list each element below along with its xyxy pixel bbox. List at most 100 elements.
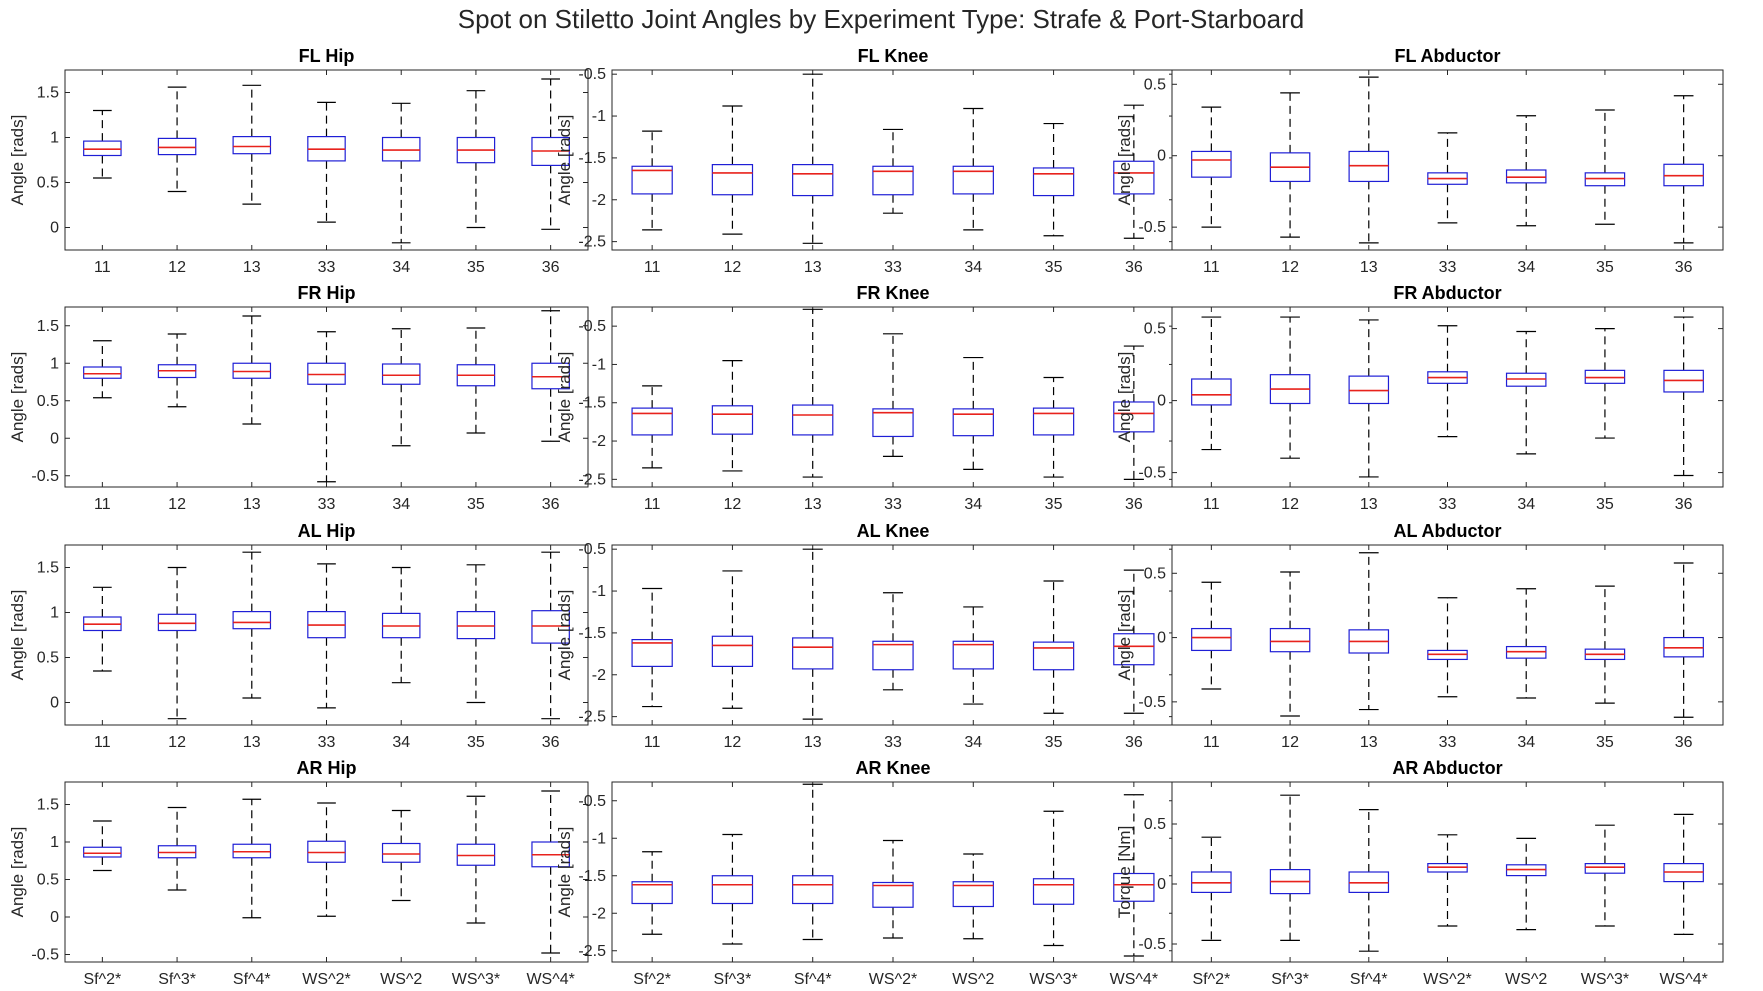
box-Sf^3* xyxy=(1269,794,1311,942)
iqr-box xyxy=(1113,872,1155,902)
y-tick-label: 1.5 xyxy=(37,797,59,814)
box-35 xyxy=(456,90,496,229)
x-tick-label: WS^3* xyxy=(1581,971,1629,988)
x-tick-label: 11 xyxy=(94,259,111,276)
x-tick-label: 36 xyxy=(542,259,560,276)
x-tick-label: 33 xyxy=(1439,734,1457,751)
subplot-title: FR Abductor xyxy=(1393,283,1501,303)
box-12 xyxy=(711,360,754,472)
x-tick-label: 36 xyxy=(1675,734,1693,751)
iqr-box xyxy=(1269,627,1311,653)
x-tick-label: 36 xyxy=(1125,496,1143,513)
x-tick-label: 33 xyxy=(318,734,336,751)
iqr-box xyxy=(157,613,197,632)
box-WS^4* xyxy=(1113,794,1155,957)
subplot-title: AL Hip xyxy=(298,521,356,541)
box-33 xyxy=(307,101,346,223)
subplot-fr-abductor: FR Abductor Angle [rads] -0.5 0 0.5 11 12 13 33 3… xyxy=(1115,283,1724,513)
y-tick-label: -0.5 xyxy=(578,793,606,810)
iqr-box xyxy=(1191,627,1232,652)
x-tick-label: WS^2 xyxy=(380,971,422,988)
y-tick-label: -1 xyxy=(592,356,606,373)
box-12 xyxy=(1269,316,1311,459)
box-35 xyxy=(1584,328,1626,439)
box-12 xyxy=(157,86,197,193)
iqr-box xyxy=(1032,167,1075,197)
y-tick-label: 0.5 xyxy=(1144,321,1166,338)
iqr-box xyxy=(381,136,421,162)
iqr-box xyxy=(1191,150,1232,178)
iqr-box xyxy=(456,610,496,640)
x-tick-label: 34 xyxy=(964,734,982,751)
x-tick-label: 13 xyxy=(1360,496,1378,513)
iqr-box xyxy=(1032,878,1075,905)
x-tick-label: 13 xyxy=(243,496,261,513)
subplot-title: AR Abductor xyxy=(1392,758,1502,778)
x-tick-label: Sf^2* xyxy=(1192,971,1230,988)
subplot-ar-hip: AR Hip Angle [rads] -0.5 0 0.5 1 1.5 Sf^2* Sf^3*… xyxy=(8,758,589,988)
x-tick-label: 35 xyxy=(1045,734,1063,751)
box-36 xyxy=(1663,562,1704,718)
box-33 xyxy=(1427,597,1468,698)
iqr-box xyxy=(711,164,754,196)
box-Sf^2* xyxy=(1191,836,1232,942)
box-33 xyxy=(872,592,914,691)
iqr-box xyxy=(1032,407,1075,436)
x-tick-label: 34 xyxy=(1517,259,1535,276)
box-13 xyxy=(1348,319,1390,478)
y-tick-label: -1.5 xyxy=(578,625,606,642)
subplot-title: AL Abductor xyxy=(1394,521,1502,541)
box-WS^4* xyxy=(1663,813,1704,936)
x-tick-label: WS^4* xyxy=(1110,971,1158,988)
box-34 xyxy=(952,107,994,231)
subplot-fl-knee: FL Knee Angle [rads] -2.5 -2 -1.5 -1 -0.5 11 12 1… xyxy=(555,46,1175,276)
subplot-fl-abductor: FL Abductor Angle [rads]-0.5 0 0.5 11 12 13 33 3… xyxy=(1115,46,1724,276)
x-tick-label: 12 xyxy=(724,734,742,751)
y-tick-label: -2 xyxy=(592,667,606,684)
subplot-title: FL Abductor xyxy=(1395,46,1501,66)
box-36 xyxy=(1113,569,1155,714)
iqr-box xyxy=(1113,633,1155,666)
box-13 xyxy=(232,84,272,205)
x-tick-label: Sf^4* xyxy=(794,971,832,988)
box-36 xyxy=(1663,316,1704,477)
box-WS^2 xyxy=(952,853,994,940)
y-tick-label: -0.5 xyxy=(1138,694,1166,711)
iqr-box xyxy=(232,136,272,155)
x-tick-label: Sf^3* xyxy=(158,971,196,988)
box-Sf^4* xyxy=(792,783,834,941)
y-tick-label: -0.5 xyxy=(31,947,59,964)
box-33 xyxy=(307,563,346,709)
subplot-ar-knee: AR Knee Angle [rads] -2.5 -2 -1.5 -1 -0.5 Sf^2*… xyxy=(555,758,1175,988)
box-36 xyxy=(1113,104,1155,239)
iqr-box xyxy=(711,875,754,905)
y-tick-label: -0.5 xyxy=(31,468,59,485)
y-axis-label: Angle [rads] xyxy=(555,352,574,443)
box-13 xyxy=(232,551,272,699)
iqr-box xyxy=(631,881,673,905)
y-tick-label: -0.5 xyxy=(1138,936,1166,953)
iqr-box xyxy=(872,640,914,671)
box-36 xyxy=(531,78,570,230)
y-tick-label: 0 xyxy=(50,220,59,237)
x-tick-label: 33 xyxy=(884,259,902,276)
x-tick-label: 34 xyxy=(964,259,982,276)
box-11 xyxy=(1191,581,1232,690)
box-13 xyxy=(792,73,834,244)
x-tick-label: 33 xyxy=(1439,259,1457,276)
x-tick-label: 35 xyxy=(1045,496,1063,513)
box-11 xyxy=(631,587,673,708)
y-tick-label: -2 xyxy=(592,433,606,450)
iqr-box xyxy=(872,408,914,438)
x-tick-label: 34 xyxy=(392,259,410,276)
x-tick-label: Sf^3* xyxy=(1271,971,1309,988)
y-tick-label: -2 xyxy=(592,905,606,922)
y-tick-label: 1 xyxy=(50,355,59,372)
x-tick-label: WS^2 xyxy=(952,971,994,988)
x-tick-label: 11 xyxy=(1203,734,1220,751)
iqr-box xyxy=(1191,378,1232,406)
x-tick-label: 35 xyxy=(1045,259,1063,276)
x-tick-label: 36 xyxy=(1125,734,1143,751)
box-WS^2* xyxy=(1427,834,1468,927)
x-tick-label: 12 xyxy=(168,496,186,513)
